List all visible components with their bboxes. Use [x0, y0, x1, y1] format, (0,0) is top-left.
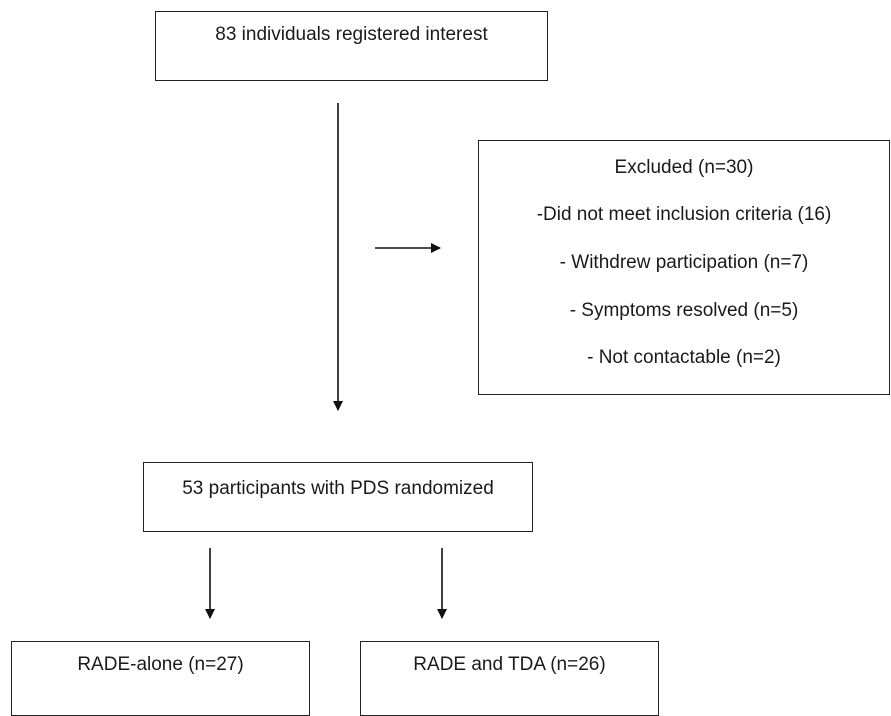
excluded-box: Excluded (n=30) -Did not meet inclusion …: [478, 140, 890, 395]
excluded-reason: - Not contactable (n=2): [587, 347, 781, 368]
arm-box-rade-tda: RADE and TDA (n=26): [360, 641, 659, 716]
arm-label: RADE-alone (n=27): [77, 654, 244, 675]
registered-interest-box: 83 individuals registered interest: [155, 11, 548, 81]
registered-interest-text: 83 individuals registered interest: [215, 24, 488, 45]
arm-label: RADE and TDA (n=26): [413, 654, 606, 675]
excluded-reason: - Symptoms resolved (n=5): [569, 300, 799, 321]
arm-box-rade-alone: RADE-alone (n=27): [11, 641, 310, 716]
excluded-reason: - Withdrew participation (n=7): [559, 252, 809, 273]
randomized-text: 53 participants with PDS randomized: [182, 478, 494, 499]
excluded-title: Excluded (n=30): [614, 157, 754, 178]
randomized-box: 53 participants with PDS randomized: [143, 462, 533, 532]
excluded-reason: -Did not meet inclusion criteria (16): [536, 204, 832, 225]
